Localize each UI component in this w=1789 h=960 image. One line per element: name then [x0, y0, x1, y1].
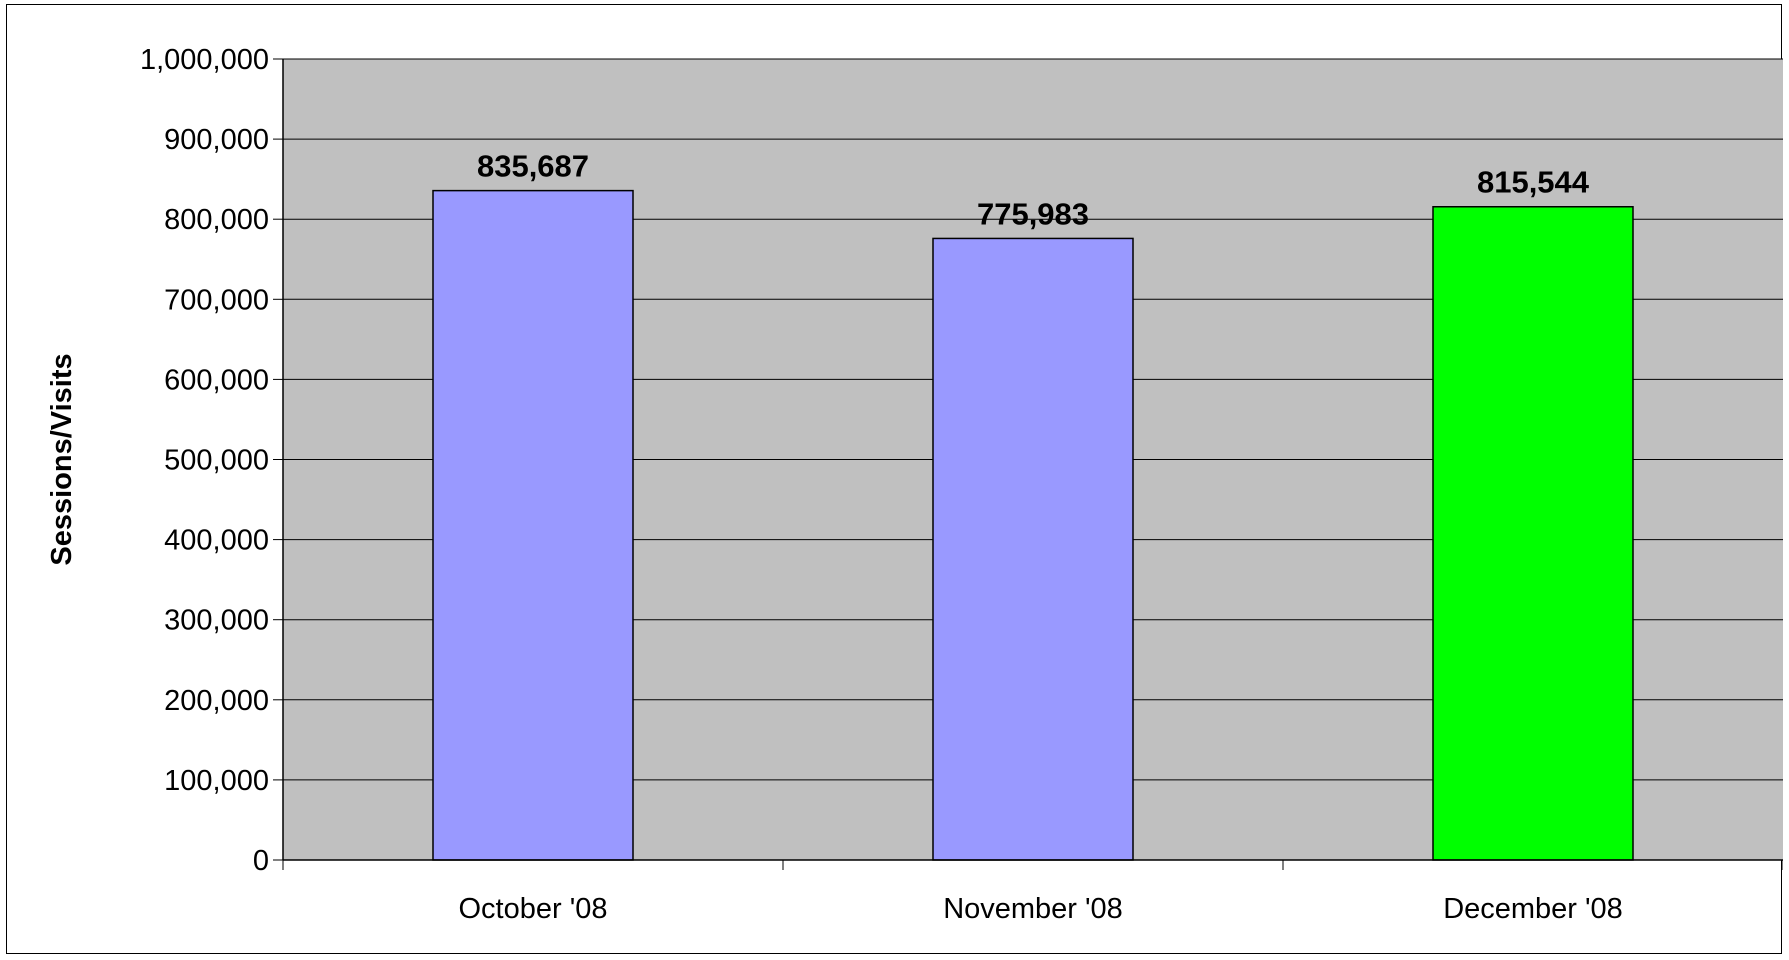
- y-tick-label: 100,000: [164, 765, 269, 797]
- data-label: 815,544: [1477, 165, 1590, 200]
- axes: [273, 58, 1783, 870]
- bar: [932, 237, 1134, 861]
- y-tick-label: 800,000: [164, 204, 269, 236]
- y-tick-label: 600,000: [164, 364, 269, 396]
- y-tick-label: 900,000: [164, 124, 269, 156]
- data-label: 775,983: [977, 196, 1089, 231]
- y-tick-label: 0: [253, 845, 269, 877]
- labels: 0 100,000 200,000 300,000 400,000 500,000 600,…: [140, 44, 1623, 925]
- x-category-label: October '08: [458, 893, 607, 925]
- bars: [432, 189, 1634, 861]
- x-category-label: December '08: [1443, 893, 1623, 925]
- bar: [432, 189, 634, 861]
- y-tick-label: 500,000: [164, 445, 269, 477]
- data-label: 835,687: [477, 149, 589, 184]
- y-tick-label: 700,000: [164, 284, 269, 316]
- bar-chart: 0 100,000 200,000 300,000 400,000 500,000 600,…: [46, 44, 1783, 925]
- y-tick-label: 300,000: [164, 605, 269, 637]
- y-tick-label: 400,000: [164, 525, 269, 557]
- y-tick-label: 1,000,000: [140, 44, 269, 76]
- y-tick-label: 200,000: [164, 685, 269, 717]
- y-axis-title: Sessions/Visits: [46, 353, 78, 565]
- x-category-label: November '08: [943, 893, 1123, 925]
- chart-container: 0 100,000 200,000 300,000 400,000 500,000 600,…: [6, 4, 1783, 954]
- bar: [1432, 205, 1634, 861]
